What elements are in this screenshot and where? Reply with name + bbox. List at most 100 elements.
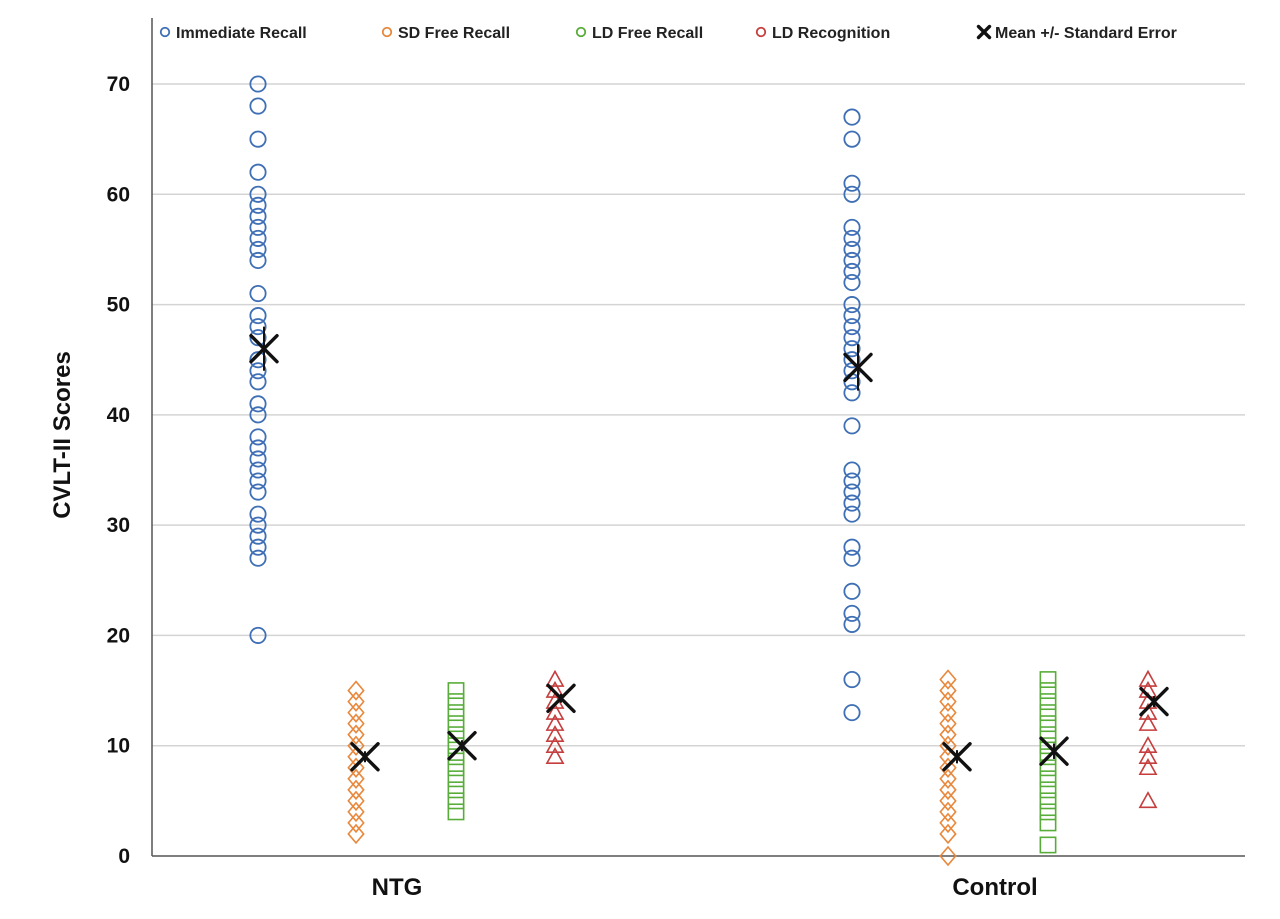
legend: Immediate Recall SD Free Recall LD Free Re… bbox=[159, 24, 1177, 42]
data-point bbox=[249, 538, 267, 556]
data-points bbox=[249, 75, 1158, 867]
mean-marker bbox=[350, 742, 380, 772]
data-point bbox=[249, 406, 267, 424]
data-point bbox=[347, 823, 365, 845]
data-point bbox=[939, 713, 957, 734]
y-tick-label: 40 bbox=[107, 404, 130, 427]
data-point bbox=[249, 549, 267, 567]
data-point bbox=[939, 790, 957, 812]
data-point bbox=[843, 615, 861, 633]
data-point bbox=[1138, 735, 1158, 753]
data-point bbox=[447, 748, 465, 766]
mean-marker bbox=[942, 742, 972, 772]
data-point bbox=[1039, 803, 1057, 821]
data-point bbox=[249, 439, 267, 457]
data-point bbox=[347, 801, 365, 823]
data-point bbox=[249, 218, 267, 236]
y-tick-label: 70 bbox=[107, 73, 130, 96]
legend-label: Mean +/- Standard Error bbox=[995, 25, 1177, 42]
data-point bbox=[347, 680, 365, 701]
legend-marker bbox=[381, 26, 393, 38]
legend-label: LD Recognition bbox=[772, 25, 890, 42]
data-point bbox=[1039, 792, 1057, 810]
data-point bbox=[939, 801, 957, 823]
y-tick-label: 20 bbox=[107, 624, 130, 647]
data-point bbox=[347, 757, 365, 779]
mean-point bbox=[249, 326, 279, 371]
data-point bbox=[447, 792, 465, 810]
data-point bbox=[249, 362, 267, 380]
data-point bbox=[843, 604, 861, 622]
data-point bbox=[843, 483, 861, 501]
data-point bbox=[939, 724, 957, 745]
data-point bbox=[939, 768, 957, 790]
mean-marker bbox=[546, 683, 576, 713]
data-point bbox=[447, 715, 465, 733]
data-point bbox=[249, 130, 267, 148]
data-point bbox=[249, 516, 267, 534]
data-point bbox=[347, 691, 365, 712]
legend-marker bbox=[976, 24, 992, 40]
data-point bbox=[1039, 715, 1057, 733]
data-point bbox=[1039, 737, 1057, 755]
category-label: Control bbox=[952, 874, 1037, 901]
mean-marker bbox=[1039, 736, 1069, 766]
mean-point bbox=[1039, 736, 1069, 766]
data-point bbox=[1039, 748, 1057, 766]
legend-item: Immediate Recall bbox=[159, 25, 307, 42]
data-point bbox=[843, 174, 861, 192]
data-point bbox=[249, 75, 267, 93]
data-point bbox=[347, 779, 365, 801]
data-point bbox=[545, 724, 565, 742]
data-point bbox=[939, 812, 957, 834]
data-point bbox=[1039, 693, 1057, 711]
data-point bbox=[843, 329, 861, 347]
data-point bbox=[447, 682, 465, 700]
data-point bbox=[843, 549, 861, 567]
data-point bbox=[843, 582, 861, 600]
mean-point bbox=[843, 344, 873, 391]
legend-label: Immediate Recall bbox=[176, 25, 307, 42]
legend-item: Mean +/- Standard Error bbox=[976, 24, 1177, 42]
data-point bbox=[843, 417, 861, 435]
mean-point bbox=[350, 742, 380, 772]
data-point bbox=[1039, 704, 1057, 722]
data-point bbox=[447, 770, 465, 788]
data-point bbox=[545, 702, 565, 720]
data-point bbox=[939, 823, 957, 845]
data-point bbox=[843, 704, 861, 722]
data-point bbox=[347, 724, 365, 745]
y-axis-title: CVLT-II Scores bbox=[49, 351, 76, 519]
data-point bbox=[249, 185, 267, 203]
data-point bbox=[1138, 713, 1158, 731]
data-point bbox=[939, 757, 957, 779]
data-point bbox=[843, 185, 861, 203]
data-point bbox=[447, 803, 465, 821]
data-point bbox=[1138, 746, 1158, 765]
data-point bbox=[843, 670, 861, 689]
data-point bbox=[843, 351, 861, 369]
data-point bbox=[545, 746, 565, 765]
data-point bbox=[249, 284, 267, 303]
data-point bbox=[1039, 759, 1057, 777]
data-point bbox=[1039, 836, 1057, 854]
data-point bbox=[843, 384, 861, 402]
data-point bbox=[249, 428, 267, 446]
data-point bbox=[843, 262, 861, 281]
data-point bbox=[843, 273, 861, 292]
data-point bbox=[347, 812, 365, 834]
data-point bbox=[249, 97, 267, 115]
data-point bbox=[843, 538, 861, 556]
axes: 0 10 20 30 40 50 60 70 NTG Control bbox=[107, 18, 1245, 901]
y-tick-label: 30 bbox=[107, 514, 130, 537]
data-point bbox=[347, 713, 365, 734]
legend-marker bbox=[575, 26, 587, 38]
data-point bbox=[249, 395, 267, 413]
mean-point bbox=[942, 742, 972, 772]
data-point bbox=[939, 702, 957, 723]
y-tick-label: 60 bbox=[107, 183, 130, 206]
data-point bbox=[939, 669, 957, 690]
data-point bbox=[843, 218, 861, 236]
data-point bbox=[1039, 671, 1057, 688]
data-point bbox=[939, 691, 957, 712]
